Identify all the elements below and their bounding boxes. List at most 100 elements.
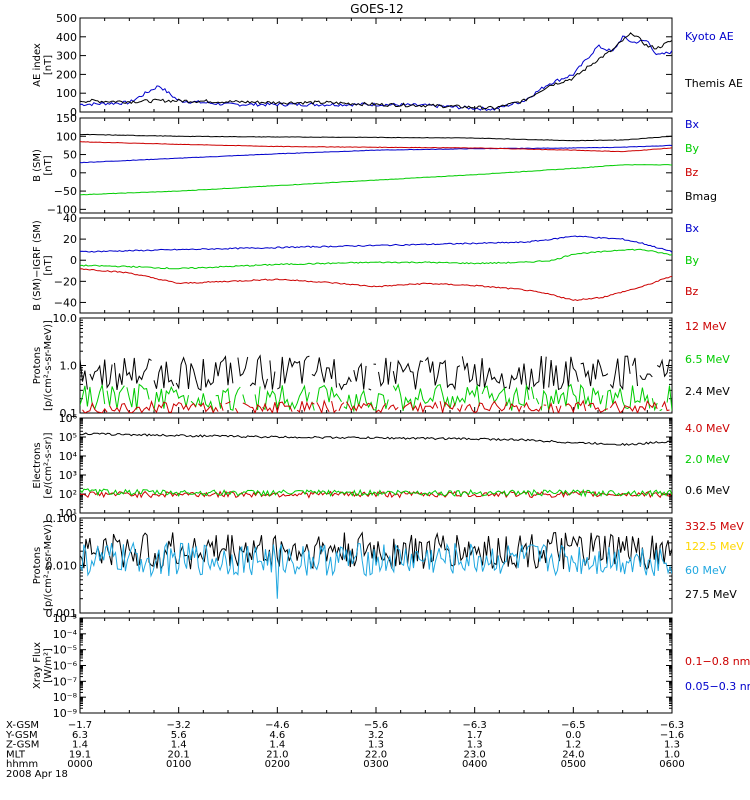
x-row-value: 6.3: [72, 730, 88, 741]
x-row-label: Z-GSM: [6, 740, 39, 751]
x-row-value: 1.4: [269, 740, 285, 751]
series-line-bx: [80, 144, 672, 164]
y-tick-label: 300: [56, 50, 77, 63]
y-axis-label: Protons[p/(cm²-s-sr-MeV)]: [32, 520, 54, 611]
legend-label: 27.5 MeV: [685, 588, 737, 601]
x-row-label: X-GSM: [6, 720, 39, 731]
legend-label: 12 MeV: [685, 320, 727, 333]
series-line-4-0-mev: [80, 490, 672, 499]
series-group: [80, 133, 672, 196]
series-group: [80, 354, 672, 413]
y-tick-label: −20: [54, 275, 77, 288]
y-axis-label-line: [W/m²]: [43, 648, 54, 683]
panel-xray: 10⁻⁹ 10⁻⁸ 10⁻⁷ 10⁻⁶ 10⁻⁵ 10⁻⁴ 10⁻³ Xray Flux[W/…: [32, 612, 750, 720]
y-tick-label: 100: [56, 87, 77, 100]
y-tick-label: −40: [54, 296, 77, 309]
series-line-bz: [80, 141, 672, 153]
x-row-value: −3.2: [167, 720, 191, 731]
x-row-value: 0100: [166, 759, 191, 770]
x-row-label: hhmm: [6, 759, 38, 770]
legend-label: Themis AE: [684, 77, 743, 90]
y-tick-label: 10⁵: [59, 431, 77, 444]
y-tick-label: 10⁻⁷: [53, 675, 77, 688]
y-axis-label-line: [p/(cm²-s-sr-MeV)]: [43, 520, 54, 611]
y-axis-label: B (SM)−IGRF (SM)[nT]: [32, 220, 54, 311]
series-group: [80, 432, 672, 499]
y-axis-label-line: B (SM): [32, 149, 43, 182]
y-axis-label-line: [e/(cm²-s-sr)]: [43, 432, 54, 498]
x-row-value: 0300: [363, 759, 388, 770]
x-row-value: 24.0: [562, 749, 584, 760]
legend-label: Kyoto AE: [685, 30, 734, 43]
series-line-bx: [80, 235, 672, 253]
y-axis-label: Protons[p/(cm²-s-sr-MeV)]: [32, 320, 54, 411]
x-row-value: 1.7: [467, 730, 483, 741]
panel-frame: [79, 17, 673, 113]
x-row-value: 0.0: [565, 730, 581, 741]
y-tick-label: 0.100: [46, 512, 78, 525]
y-tick-label: 0: [70, 254, 77, 267]
x-row-value: 4.6: [269, 730, 285, 741]
y-tick-label: 10⁻⁴: [53, 628, 78, 641]
x-row-value: 0000: [67, 759, 92, 770]
y-tick-label: 200: [56, 68, 77, 81]
x-row-value: −6.3: [660, 720, 684, 731]
y-tick-label: 10.0: [53, 312, 78, 325]
y-axis-label: Xray Flux[W/m²]: [32, 642, 54, 689]
y-axis-label-line: [p/(cm²-s-sr-MeV)]: [43, 320, 54, 411]
series-line-0-6-mev: [80, 432, 672, 446]
series-line-by: [80, 248, 672, 270]
y-tick-label: 10¹: [59, 507, 77, 520]
legend-label: 122.5 MeV: [685, 540, 744, 553]
panel-frame: [79, 617, 673, 714]
y-tick-label: −50: [54, 185, 77, 198]
y-tick-label: 10⁻³: [53, 612, 77, 625]
y-axis-label: B (SM)[nT]: [32, 149, 54, 182]
series-line-themis-ae: [80, 32, 672, 111]
x-axis-table: X-GSM −1.7 −3.2 −4.6 −5.6 −6.3 −6.5 −6.3 Y-GSM 6.…: [5, 720, 685, 780]
y-tick-label: 10⁻⁸: [53, 691, 78, 704]
y-tick-label: 1.0: [60, 360, 78, 373]
x-row-value: −1.6: [660, 730, 684, 741]
y-tick-label: 0: [70, 167, 77, 180]
y-tick-label: 0.001: [46, 607, 78, 620]
panel-frame: [79, 417, 673, 514]
legend-label: By: [685, 254, 700, 267]
legend-label: Bz: [685, 166, 699, 179]
noise-trace-black: [80, 354, 672, 391]
series-line-kyoto-ae: [80, 35, 672, 112]
x-row-value: 0400: [462, 759, 487, 770]
y-axis-label: Electrons[e/(cm²-s-sr)]: [32, 432, 54, 498]
legend-label: Bmag: [685, 190, 717, 203]
y-tick-label: 100: [56, 130, 77, 143]
y-tick-label: −100: [47, 203, 77, 216]
legend-label: Bz: [685, 285, 699, 298]
legend-label: 6.5 MeV: [685, 353, 730, 366]
y-tick-label: 10³: [59, 469, 77, 482]
x-row-value: 19.1: [69, 749, 91, 760]
x-row-value: 1.3: [664, 740, 680, 751]
series-group: [80, 32, 672, 112]
y-axis-label-line: Electrons: [32, 442, 43, 488]
legend-label: 0.1−0.8 nm: [685, 655, 750, 668]
x-row-value: 1.3: [467, 740, 483, 751]
y-tick-label: 20: [63, 233, 77, 246]
y-tick-label: 10⁴: [59, 450, 78, 463]
series-line-bmag: [80, 133, 672, 142]
x-row-value: 20.1: [168, 749, 190, 760]
y-tick-label: 10⁶: [59, 412, 78, 425]
panel-frame: [79, 117, 673, 214]
y-axis-label-line: AE index: [32, 43, 43, 87]
y-tick-label: 0.1: [60, 407, 78, 420]
y-tick-label: 10⁻⁹: [53, 707, 77, 720]
x-row-value: 1.4: [72, 740, 88, 751]
x-row-value: 1.2: [565, 740, 581, 751]
chart-title: GOES-12: [350, 2, 404, 16]
y-tick-label: 400: [56, 31, 77, 44]
y-tick-label: 10⁻⁶: [53, 660, 78, 673]
series-group: [80, 531, 672, 599]
panel-ae: 0 100 200 300 400 500 AE index[nT] Kyoto AE Them…: [32, 12, 743, 119]
legend-label: 4.0 MeV: [685, 422, 730, 435]
